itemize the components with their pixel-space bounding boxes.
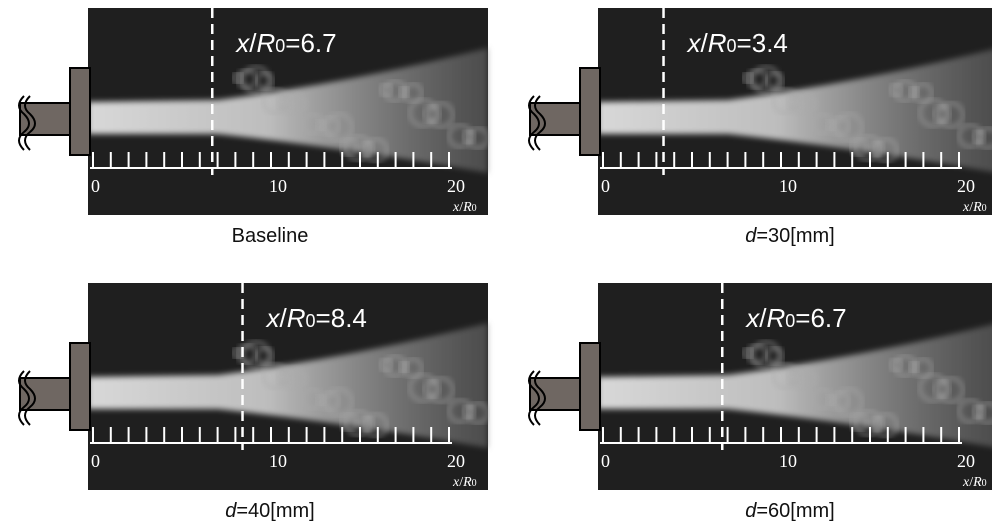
ruler-label: 0 [601, 451, 610, 471]
unit-part: R [462, 475, 472, 490]
unit-part: 0 [472, 203, 477, 214]
annotation-part: x [686, 28, 702, 58]
annotation-part: 0 [785, 311, 795, 331]
annotation-part: 0 [275, 36, 285, 56]
annotation: x/R0=6.7 [234, 28, 336, 58]
annotation-part: R [256, 28, 275, 58]
flange [70, 343, 90, 430]
annotation: x/R0=3.4 [686, 28, 788, 58]
panel: 0 10 20 x/R0 x/R0=8.4 d=40[mm] [19, 283, 488, 522]
ruler-label: 10 [779, 176, 797, 196]
panel: 0 10 20 x/R0 x/R0=3.4 d=30[mm] [529, 8, 992, 247]
caption-part: =30[mm] [756, 225, 834, 247]
annotation-part: =6.7 [285, 28, 336, 58]
caption: d=40[mm] [225, 500, 314, 522]
figure: 01020x/R0x/R0=6.7Baseline01020x/R0x/R0=3… [0, 0, 992, 529]
caption: d=60[mm] [745, 500, 834, 522]
ruler-label: 0 [91, 176, 100, 196]
unit-part: R [972, 475, 982, 490]
ruler-label: 20 [957, 176, 975, 196]
ruler-label: 10 [269, 176, 287, 196]
ruler-label: 0 [601, 176, 610, 196]
unit-label: x/R0 [962, 475, 987, 490]
ruler-label: 20 [447, 176, 465, 196]
unit-part: 0 [472, 478, 477, 489]
panel: 0 10 20 x/R0 x/R0=6.7 Baseline [19, 8, 488, 247]
annotation-part: 0 [306, 311, 316, 331]
unit-label: x/R0 [452, 475, 477, 490]
annotation-part: x [744, 303, 760, 333]
flange [580, 343, 600, 430]
unit-part: 0 [982, 478, 987, 489]
ruler-label: 10 [269, 451, 287, 471]
caption-part: Baseline [232, 225, 309, 247]
annotation: x/R0=8.4 [265, 303, 367, 333]
ruler-label: 0 [91, 451, 100, 471]
unit-part: R [462, 200, 472, 215]
ruler-label: 20 [957, 451, 975, 471]
ruler-label: 20 [447, 451, 465, 471]
flange [580, 68, 600, 155]
annotation-part: R [708, 28, 727, 58]
unit-label: x/R0 [452, 200, 477, 215]
caption: Baseline [232, 225, 309, 247]
unit-part: 0 [982, 203, 987, 214]
annotation-part: =3.4 [737, 28, 788, 58]
ruler-label: 10 [779, 451, 797, 471]
annotation-part: x [265, 303, 281, 333]
caption-part: =40[mm] [236, 500, 314, 522]
panel: 0 10 20 x/R0 x/R0=6.7 d=60[mm] [529, 283, 992, 522]
annotation-part: 0 [727, 36, 737, 56]
caption: d=30[mm] [745, 225, 834, 247]
annotation-part: =6.7 [795, 303, 846, 333]
annotation-part: R [766, 303, 785, 333]
unit-part: R [972, 200, 982, 215]
annotation-part: x [234, 28, 250, 58]
flange [70, 68, 90, 155]
caption-part: =60[mm] [756, 500, 834, 522]
annotation-part: R [287, 303, 306, 333]
unit-label: x/R0 [962, 200, 987, 215]
annotation: x/R0=6.7 [744, 303, 846, 333]
annotation-part: =8.4 [316, 303, 367, 333]
